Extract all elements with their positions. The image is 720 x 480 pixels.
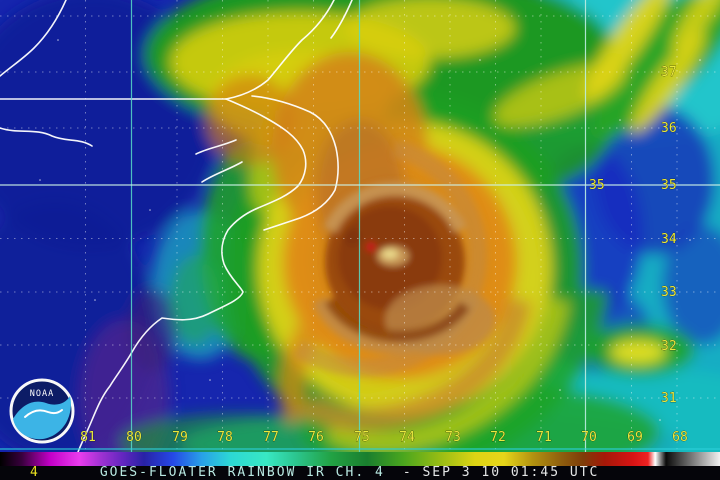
ir-color-scale-bar (0, 452, 720, 466)
latitude-label: 35 (661, 178, 677, 193)
latitude-label: 31 (661, 391, 677, 406)
coast-chesapeake (225, 0, 335, 100)
longitude-label: 69 (627, 430, 643, 445)
noaa-logo-text: NOAA (30, 389, 54, 399)
noaa-logo: NOAA (9, 378, 75, 444)
longitude-label: 79 (172, 430, 188, 445)
latitude-label: 33 (661, 285, 677, 300)
ir-cloud-field (0, 0, 720, 452)
longitude-label: 78 (217, 430, 233, 445)
latitude-label: 36 (661, 121, 677, 136)
noaa-wave-shape (13, 396, 71, 440)
graticule-5deg-solid (0, 0, 720, 452)
graticule: 37 36 35 35 34 33 32 31 81 80 79 78 77 76 75 74 73 72 71 7… (0, 0, 720, 452)
longitude-label: 73 (445, 430, 461, 445)
longitude-label: 81 (80, 430, 96, 445)
longitude-label: 77 (263, 430, 279, 445)
border-wavy-northwest (0, 0, 67, 77)
sensor-noise (29, 39, 701, 431)
longitude-label: 72 (490, 430, 506, 445)
latitude-label: 37 (661, 65, 677, 80)
coast-eastern-shore (330, 0, 353, 39)
noaa-gull-icon (24, 409, 63, 418)
longitude-label: 74 (399, 430, 415, 445)
longitude-label: 71 (536, 430, 552, 445)
longitude-label: 75 (354, 430, 370, 445)
graticule-1deg-dotted (0, 0, 720, 452)
coastline-overlay (0, 0, 353, 452)
longitude-label: 80 (126, 430, 142, 445)
channel-number: 4 (30, 465, 40, 480)
river-neuse (195, 139, 237, 155)
coast-outer-banks (251, 95, 339, 231)
latitude-label: 32 (661, 339, 677, 354)
river-pamlico (201, 161, 243, 183)
caption-product: GOES-FLOATER RAINBOW IR CH. 4 (99, 465, 385, 480)
longitude-label: 70 (581, 430, 597, 445)
longitude-label: 68 (672, 430, 688, 445)
coast-carolinas (77, 98, 307, 452)
caption-bar: 4 GOES-FLOATER RAINBOW IR CH. 4 - SEP 3 … (0, 466, 720, 480)
latitude-label: 34 (661, 232, 677, 247)
caption-timestamp: - SEP 3 10 01:45 UTC (402, 465, 600, 480)
river-line-inland (0, 127, 93, 147)
satellite-ir-map: 37 36 35 35 34 33 32 31 81 80 79 78 77 76 75 74 73 72 71 7… (0, 0, 720, 452)
latitude-label: 35 (589, 178, 605, 193)
longitude-label: 76 (308, 430, 324, 445)
hurricane-core (293, 139, 495, 377)
